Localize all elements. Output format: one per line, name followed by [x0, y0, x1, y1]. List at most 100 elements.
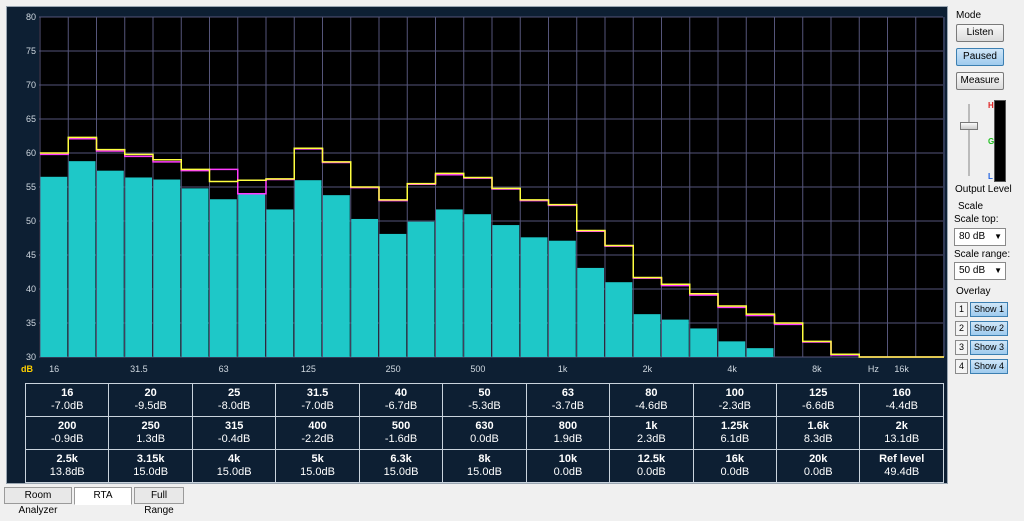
table-row: 2.5k 13.8dB 3.15k 15.0dB 4k 15.0dB 5k 15.0dB 6.3… — [24, 449, 944, 483]
band-cell: 20k 0.0dB — [776, 449, 861, 483]
show-overlay-3-button[interactable]: Show 3 — [970, 340, 1008, 355]
band-frequency: 6.3k — [390, 453, 412, 465]
x-tick-label: 8k — [812, 364, 822, 374]
bar-100 — [266, 209, 294, 357]
band-frequency: 80 — [645, 387, 658, 399]
band-cell: Ref level 49.4dB — [859, 449, 944, 483]
tab-full-range[interactable]: Full Range — [134, 487, 184, 516]
band-cell: 40 -6.7dB — [358, 383, 444, 417]
band-gain: 49.4dB — [884, 466, 920, 478]
band-frequency: 50 — [478, 387, 491, 399]
bar-31.5 — [125, 177, 152, 357]
scale-top-select[interactable]: 80 dB ▼ — [954, 228, 1006, 246]
band-cell: 31.5 -7.0dB — [275, 383, 360, 417]
y-tick-label: 45 — [26, 250, 36, 260]
band-gain: -5.3dB — [468, 400, 501, 412]
bar-500 — [464, 214, 491, 357]
band-cell: 2.5k 13.8dB — [24, 449, 110, 483]
band-gain: 2.3dB — [637, 433, 666, 445]
band-gain: -3.7dB — [551, 400, 585, 412]
band-cell: 1.25k 6.1dB — [692, 416, 778, 450]
x-tick-label: 500 — [470, 364, 485, 374]
overlay-3-number[interactable]: 3 — [955, 340, 968, 355]
band-frequency: 100 — [725, 387, 744, 399]
band-cell: 20 -9.5dB — [108, 383, 193, 417]
band-cell: 630 0.0dB — [442, 416, 527, 450]
tab-room-analyzer[interactable]: Room Analyzer — [4, 487, 72, 516]
tab-rta[interactable]: RTA — [74, 487, 132, 505]
listen-button[interactable]: Listen — [956, 24, 1004, 42]
bar-125 — [294, 180, 322, 357]
band-frequency: 1.6k — [807, 420, 829, 432]
band-gain: 1.3dB — [136, 433, 166, 445]
paused-button[interactable]: Paused — [956, 48, 1004, 66]
scale-range-label: Scale range: — [954, 249, 1011, 260]
output-level-slider[interactable] — [956, 102, 982, 178]
overlay-4-number[interactable]: 4 — [955, 359, 968, 374]
measure-button[interactable]: Measure — [956, 72, 1004, 90]
band-frequency: 400 — [308, 420, 327, 432]
band-frequency: 250 — [141, 420, 160, 432]
band-frequency: 8k — [478, 453, 491, 465]
overlay-1-number[interactable]: 1 — [955, 302, 968, 317]
band-frequency: 16 — [61, 387, 74, 399]
band-gain: 0.0dB — [720, 466, 750, 478]
band-frequency: 200 — [58, 420, 77, 432]
x-tick-label: 1k — [558, 364, 568, 374]
band-frequency: 20 — [144, 387, 157, 399]
table-row: 200 -0.9dB 250 1.3dB 315 -0.4dB 400 -2.2dB 500 -1… — [24, 416, 944, 450]
band-frequency: 5k — [311, 453, 324, 465]
band-gain: 1.9dB — [553, 433, 583, 445]
bar-1.25k — [577, 267, 604, 357]
band-cell: 1k 2.3dB — [609, 416, 694, 450]
band-gain: -4.4dB — [885, 400, 918, 412]
band-frequency: 125 — [809, 387, 828, 399]
bar-3.15k — [690, 328, 717, 357]
x-tick-label: 63 — [219, 364, 229, 374]
band-gain: -9.5dB — [134, 400, 167, 412]
band-frequency: 630 — [475, 420, 494, 432]
band-frequency: 16k — [725, 453, 744, 465]
band-gain: -6.7dB — [384, 400, 418, 412]
bar-16 — [40, 176, 68, 357]
show-overlay-2-button[interactable]: Show 2 — [970, 321, 1008, 336]
band-frequency: 25 — [228, 387, 241, 399]
bar-80 — [238, 194, 265, 357]
bar-20 — [68, 161, 96, 357]
overlay-series-2 — [40, 136, 944, 358]
band-frequency: Ref level — [879, 453, 925, 465]
bar-1.6k — [605, 282, 633, 357]
band-cell: 50 -5.3dB — [442, 383, 527, 417]
bar-315 — [407, 221, 435, 357]
band-gain: 0.0dB — [637, 466, 666, 478]
y-tick-label: 30 — [26, 352, 36, 362]
band-frequency: 2k — [895, 420, 908, 432]
band-gain: -4.6dB — [635, 400, 668, 412]
x-unit-label: Hz — [868, 364, 879, 374]
y-tick-label: 55 — [26, 182, 36, 192]
bar-2k — [633, 314, 661, 357]
x-tick-label: 31.5 — [130, 364, 148, 374]
slider-thumb[interactable] — [960, 122, 978, 130]
band-frequency: 315 — [224, 420, 244, 432]
y-tick-label: 35 — [26, 318, 36, 328]
bar-400 — [436, 209, 463, 357]
output-level-meter: H G L — [988, 100, 1006, 182]
bar-25 — [97, 170, 124, 357]
x-tick-label: 4k — [727, 364, 737, 374]
overlay-2-number[interactable]: 2 — [955, 321, 968, 336]
show-overlay-4-button[interactable]: Show 4 — [970, 359, 1008, 374]
band-gain: 0.0dB — [553, 466, 583, 478]
scale-range-select[interactable]: 50 dB ▼ — [954, 262, 1006, 280]
control-panel: Mode Listen Paused Measure H G L Output … — [950, 6, 1020, 484]
band-cell: 12.5k 0.0dB — [609, 449, 694, 483]
band-gain: -8.0dB — [217, 400, 251, 412]
band-cell: 80 -4.6dB — [609, 383, 694, 417]
band-cell: 16 -7.0dB — [24, 383, 110, 417]
y-unit-label: dB — [21, 364, 33, 374]
x-tick-label: 16k — [894, 364, 909, 374]
chevron-down-icon: ▼ — [994, 232, 1002, 241]
band-cell: 63 -3.7dB — [525, 383, 611, 417]
show-overlay-1-button[interactable]: Show 1 — [970, 302, 1008, 317]
y-tick-label: 40 — [26, 284, 36, 294]
